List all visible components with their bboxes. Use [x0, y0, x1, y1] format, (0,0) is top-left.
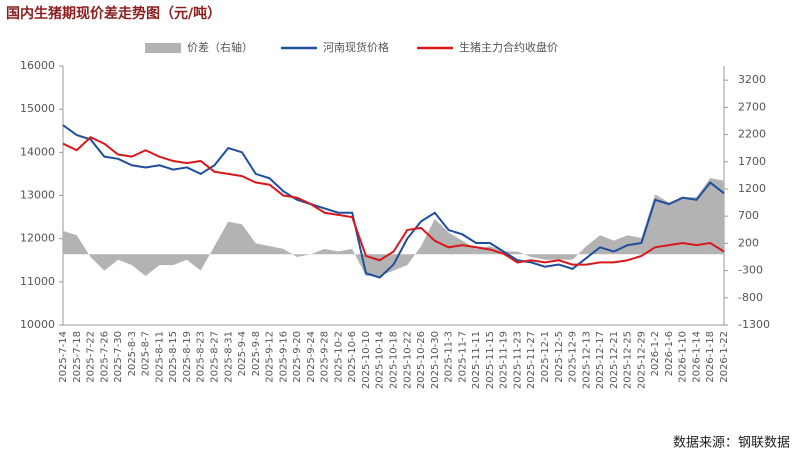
- x-tick-label: 2025-12-5: [554, 331, 565, 383]
- x-tick-label: 2025-10-22: [402, 331, 413, 389]
- x-tick-label: 2025-11-7: [457, 331, 468, 383]
- x-tick-label: 2025-8-31: [223, 331, 234, 383]
- x-tick-label: 2025-12-1: [540, 331, 551, 383]
- legend-label: 价差（右轴）: [187, 40, 253, 54]
- y2-tick-label: 200: [738, 236, 759, 249]
- x-tick-label: 2025-9-24: [306, 331, 317, 383]
- x-tick-label: 2025-10-6: [347, 331, 358, 383]
- y-tick-label: 10000: [20, 318, 55, 331]
- x-tick-label: 2025-8-23: [196, 331, 207, 383]
- y2-tick-label: 700: [738, 209, 759, 222]
- x-tick-label: 2025-10-30: [430, 331, 441, 389]
- x-tick-label: 2025-10-26: [416, 331, 427, 389]
- x-tick-label: 2025-9-12: [265, 331, 276, 383]
- x-tick-label: 2025-7-18: [72, 331, 83, 383]
- x-tick-label: 2026-1-2: [650, 331, 661, 376]
- x-tick-label: 2025-7-22: [86, 331, 97, 383]
- x-tick-label: 2025-11-27: [526, 331, 537, 389]
- x-tick-label: 2025-8-19: [182, 331, 193, 383]
- x-tick-label: 2025-11-11: [471, 331, 482, 389]
- x-tick-label: 2025-11-19: [499, 331, 510, 389]
- x-tick-label: 2025-12-13: [581, 331, 592, 389]
- y2-tick-label: -1300: [738, 318, 770, 331]
- x-tick-label: 2025-12-29: [636, 331, 647, 389]
- x-tick-label: 2025-9-20: [292, 331, 303, 383]
- y2-tick-label: -800: [738, 291, 763, 304]
- legend-swatch: [145, 43, 181, 53]
- y-tick-label: 12000: [20, 232, 55, 245]
- y-tick-label: 15000: [20, 102, 55, 115]
- x-tick-label: 2025-7-30: [113, 331, 124, 383]
- y2-tick-label: 2700: [738, 100, 766, 113]
- x-tick-label: 2025-12-21: [609, 331, 620, 389]
- x-tick-label: 2025-11-3: [444, 331, 455, 383]
- x-tick-label: 2025-10-14: [375, 331, 386, 389]
- y-tick-label: 16000: [20, 59, 55, 72]
- x-tick-label: 2025-9-16: [278, 331, 289, 383]
- x-tick-label: 2025-9-8: [251, 331, 262, 376]
- y-tick-label: 13000: [20, 189, 55, 202]
- x-tick-label: 2025-10-2: [333, 331, 344, 383]
- x-tick-label: 2025-12-25: [623, 331, 634, 389]
- source: 数据来源：钢联数据: [673, 436, 790, 451]
- x-tick-label: 2025-12-17: [595, 331, 606, 389]
- x-tick-label: 2026-1-6: [664, 331, 675, 376]
- x-tick-label: 2025-7-26: [99, 331, 110, 383]
- x-tick-label: 2025-9-28: [320, 331, 331, 383]
- legend-label: 生猪主力合约收盘价: [459, 40, 558, 54]
- x-tick-label: 2026-1-18: [705, 331, 716, 383]
- x-tick-label: 2026-1-22: [719, 331, 730, 383]
- price-line: [62, 124, 725, 279]
- x-tick-label: 2025-8-3: [127, 331, 138, 376]
- x-tick-label: 2025-10-18: [389, 331, 400, 389]
- x-tick-label: 2025-7-14: [58, 331, 69, 383]
- x-tick-label: 2025-12-9: [568, 331, 579, 383]
- y2-tick-label: 2200: [738, 128, 766, 141]
- y2-tick-label: -300: [738, 264, 763, 277]
- x-tick-label: 2025-9-4: [237, 331, 248, 376]
- chart-title: 国内生猪期现价差走势图（元/吨）: [6, 5, 221, 22]
- x-tick-label: 2025-8-15: [168, 331, 179, 383]
- y2-tick-label: 3200: [738, 73, 766, 86]
- y2-tick-label: 1700: [738, 155, 766, 168]
- y-tick-label: 11000: [20, 275, 55, 288]
- x-tick-label: 2025-8-11: [154, 331, 165, 383]
- x-tick-label: 2026-1-10: [678, 331, 689, 383]
- x-tick-label: 2025-8-7: [141, 331, 152, 376]
- x-tick-label: 2025-10-10: [361, 331, 372, 389]
- price-line: [62, 136, 725, 266]
- x-tick-label: 2025-11-15: [485, 331, 496, 389]
- x-tick-label: 2025-11-23: [512, 331, 523, 389]
- legend-label: 河南现货价格: [323, 40, 389, 54]
- spread-area: [63, 178, 724, 277]
- y-tick-label: 14000: [20, 145, 55, 158]
- x-tick-label: 2025-8-27: [209, 331, 220, 383]
- x-tick-label: 2026-1-14: [691, 331, 702, 383]
- y2-tick-label: 1200: [738, 182, 766, 195]
